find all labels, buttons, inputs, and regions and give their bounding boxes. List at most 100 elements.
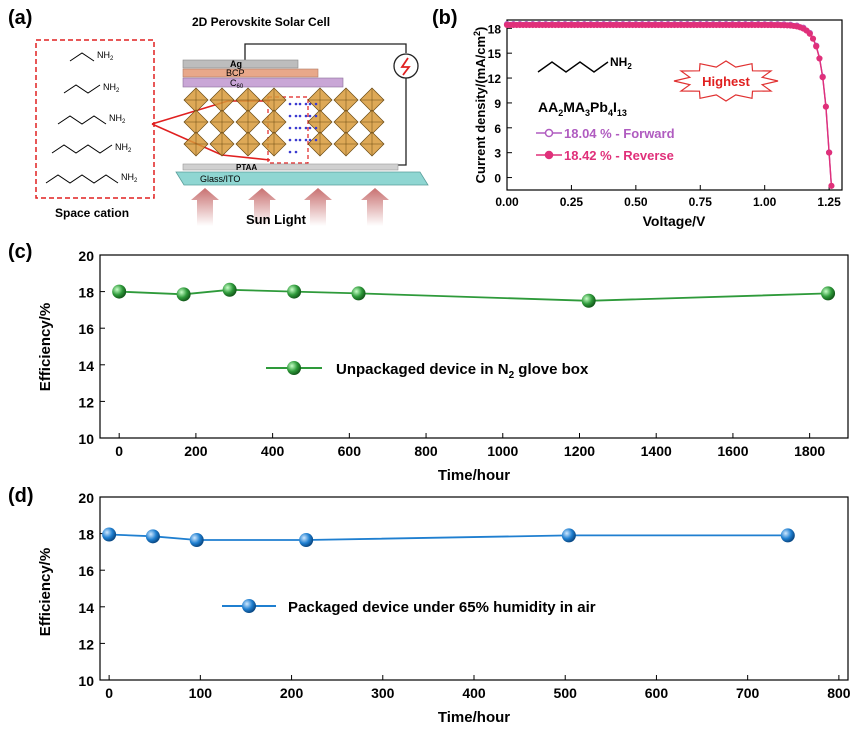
b-xtick-label: 1.25 <box>817 195 841 209</box>
plot-frame-d <box>99 496 849 681</box>
spacer-molecule <box>298 126 302 130</box>
perovskite-layer <box>183 87 385 157</box>
panel-label-b: (b) <box>432 7 458 29</box>
c-xtick-label: 1600 <box>717 443 748 459</box>
sunlight-arrows <box>191 188 389 226</box>
spacer-molecule <box>294 102 298 106</box>
spacer-molecule <box>294 150 298 154</box>
c-xtick-label: 1800 <box>794 443 825 459</box>
cation-amine-label: NH2 <box>115 142 132 154</box>
d-xtick-label: 200 <box>280 685 304 701</box>
spacer-molecule <box>298 102 302 106</box>
ylabel-c: Efficiency/% <box>37 303 54 391</box>
d-data-point <box>102 527 117 542</box>
spacer-molecule <box>294 126 298 130</box>
c-ytick-label: 12 <box>78 394 94 410</box>
spacer-molecule <box>308 126 312 130</box>
device-stack <box>175 59 429 186</box>
d-ytick-label: 10 <box>78 673 94 689</box>
series-packaged <box>102 527 795 548</box>
b-xtick-label: 0.00 <box>495 195 519 209</box>
b-ytick-label: 18 <box>488 22 502 36</box>
cation-chain <box>69 52 95 62</box>
jv-point <box>806 30 813 37</box>
c-xtick-label: 1000 <box>487 443 518 459</box>
spacer-molecule <box>314 138 318 142</box>
plot-frame-c <box>99 254 849 439</box>
spacer-molecule <box>294 138 298 142</box>
jv-point <box>828 182 835 189</box>
b-xtick-label: 0.50 <box>624 195 648 209</box>
d-series-line <box>109 533 788 541</box>
xlabel-b: Voltage/V <box>643 213 706 229</box>
spacer-molecule <box>288 126 292 130</box>
spacer-molecule <box>288 138 292 142</box>
c-xtick-label: 1200 <box>564 443 595 459</box>
cation-amine-label: NH2 <box>97 50 114 62</box>
spacer-molecule <box>314 102 318 106</box>
load-icon <box>393 53 419 79</box>
sun-arrow <box>361 188 389 226</box>
c-data-point <box>287 284 302 299</box>
spacer-molecule <box>298 138 302 142</box>
b-ytick-label: 0 <box>494 172 501 186</box>
spacer-molecule <box>304 102 308 106</box>
d-xtick-label: 800 <box>827 685 851 701</box>
jv-point <box>819 74 826 81</box>
xlabel-c: Time/hour <box>438 467 510 484</box>
panel-d-stability-humidity: (d) 0 100 200 300 400 500 600 700 800 10 12 14 16 18 2… <box>8 485 851 726</box>
jv-series <box>503 21 835 189</box>
c-xtick-label: 400 <box>261 443 285 459</box>
spacer-molecule <box>314 114 318 118</box>
spacer-molecule <box>308 114 312 118</box>
d-xtick-label: 100 <box>189 685 213 701</box>
jv-point <box>822 103 829 110</box>
spacer-molecule <box>288 150 292 154</box>
legend-text-reverse: 18.42 % - Reverse <box>564 148 674 163</box>
c-data-point <box>112 284 127 299</box>
d-xtick-label: 300 <box>371 685 395 701</box>
d-ytick-label: 14 <box>78 600 94 616</box>
spacer-molecule <box>314 126 318 130</box>
b-ytick-label: 6 <box>494 122 501 136</box>
c-xtick-label: 800 <box>414 443 438 459</box>
c60-layer <box>182 77 344 88</box>
d-xtick-label: 600 <box>645 685 669 701</box>
spacer-molecule <box>304 126 308 130</box>
formula-label: AA2MA3Pb4I13 <box>538 99 627 118</box>
spacer-molecule <box>288 114 292 118</box>
c-ytick-label: 16 <box>78 321 94 337</box>
molecule-amine: NH2 <box>610 55 632 71</box>
jv-point <box>826 149 833 156</box>
d-ytick-label: 16 <box>78 563 94 579</box>
b-ytick-label: 12 <box>488 72 502 86</box>
c-data-point <box>821 286 836 301</box>
cation-chain <box>57 115 107 125</box>
legend-marker-d <box>242 599 256 613</box>
ylabel-b: Current density/(mA/cm2) <box>472 27 488 184</box>
legend-text-d: Packaged device under 65% humidity in ai… <box>288 599 596 616</box>
sun-arrow <box>248 188 276 226</box>
d-xtick-label: 500 <box>554 685 578 701</box>
axes-c: 0 200 400 600 800 1000 1200 1400 1600 1800 10 12 14 1… <box>78 248 825 459</box>
d-data-point <box>299 533 314 548</box>
panel-a-schematic: (a) 2D Perovskite Solar Cell NH2NH2NH2NH… <box>8 7 429 227</box>
lightning-icon <box>400 57 411 76</box>
axes-b: 0.00 0.25 0.50 0.75 1.00 1.25 0 3 6 9 12 15 18 <box>488 22 841 209</box>
d-ytick-label: 12 <box>78 636 94 652</box>
cation-structures: NH2 NH2 NH2 NH2 NH2 <box>45 50 138 184</box>
layer-label-ptaa: PTAA <box>236 163 257 172</box>
c-ytick-label: 18 <box>78 285 94 301</box>
spacer-molecule <box>308 102 312 106</box>
legend-marker-forward <box>544 128 554 138</box>
cation-chain <box>51 144 113 154</box>
layer-label-bcp: BCP <box>226 68 245 78</box>
b-xtick-label: 1.00 <box>753 195 777 209</box>
layer-label-glass: Glass/ITO <box>200 174 240 184</box>
cation-amine-label: NH2 <box>103 82 120 94</box>
legend-marker-c <box>287 361 301 375</box>
jv-point <box>813 43 820 50</box>
spacer-molecule <box>294 114 298 118</box>
sun-arrow <box>191 188 219 226</box>
